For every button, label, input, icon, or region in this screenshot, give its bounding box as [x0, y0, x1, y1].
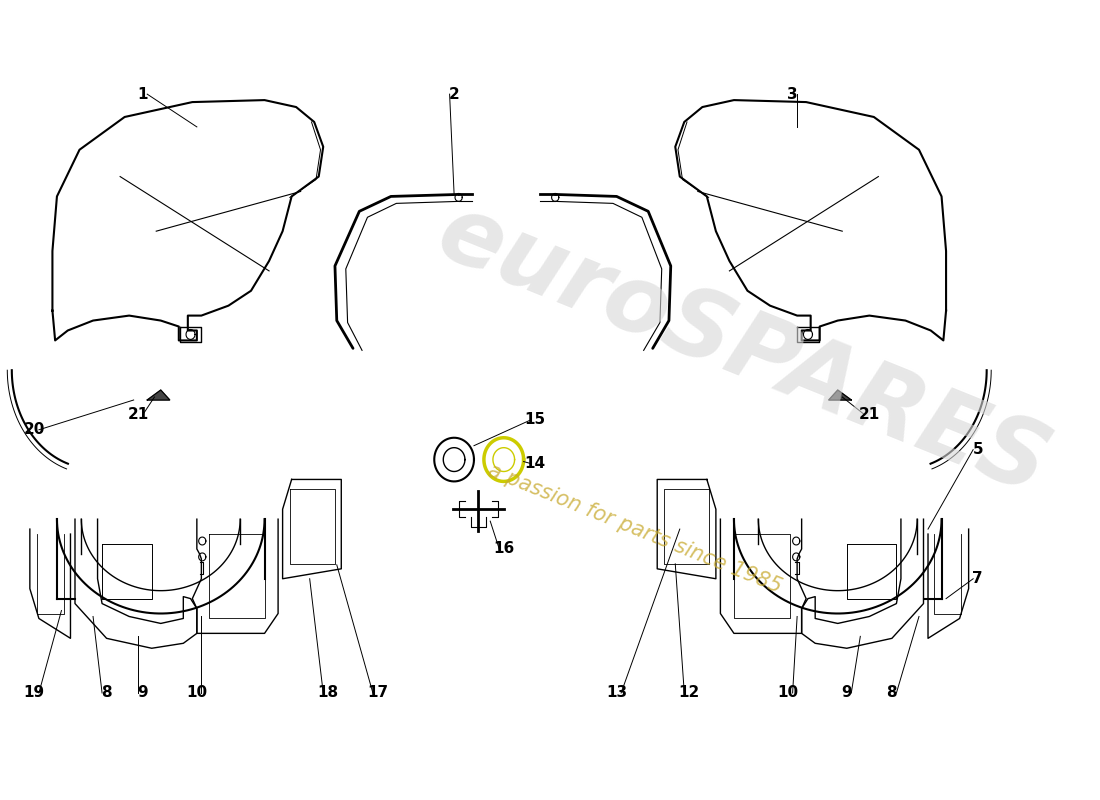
- Text: 1: 1: [138, 86, 147, 102]
- Text: 12: 12: [679, 686, 700, 701]
- Text: 21: 21: [128, 407, 148, 422]
- Polygon shape: [147, 390, 169, 400]
- Text: a passion for parts since 1985: a passion for parts since 1985: [485, 461, 784, 598]
- Polygon shape: [828, 390, 851, 400]
- Text: 10: 10: [186, 686, 208, 701]
- Text: 16: 16: [493, 542, 515, 557]
- Text: 3: 3: [788, 86, 798, 102]
- Text: 9: 9: [842, 686, 852, 701]
- Text: 10: 10: [778, 686, 799, 701]
- Text: 21: 21: [859, 407, 880, 422]
- Text: 17: 17: [366, 686, 388, 701]
- Text: 8: 8: [887, 686, 898, 701]
- Text: 13: 13: [606, 686, 627, 701]
- Text: 5: 5: [972, 442, 983, 457]
- Text: 20: 20: [24, 422, 45, 438]
- Text: 15: 15: [525, 412, 546, 427]
- Text: euroSPARES: euroSPARES: [425, 186, 1062, 514]
- Text: 8: 8: [101, 686, 112, 701]
- Text: 14: 14: [525, 456, 546, 471]
- Text: 2: 2: [449, 86, 460, 102]
- Text: 9: 9: [138, 686, 148, 701]
- Text: 18: 18: [317, 686, 339, 701]
- Text: 7: 7: [972, 571, 983, 586]
- Text: 19: 19: [24, 686, 45, 701]
